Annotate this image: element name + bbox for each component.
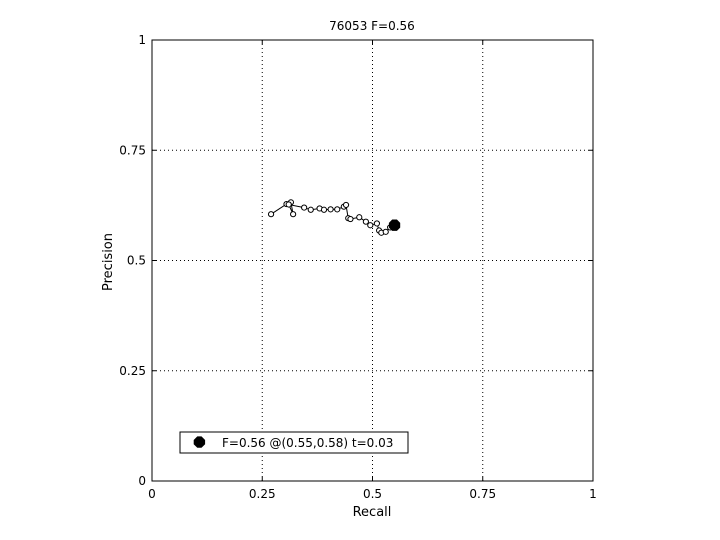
grid xyxy=(152,40,593,481)
legend-box xyxy=(179,431,409,454)
data-point xyxy=(290,211,297,218)
data-point xyxy=(307,206,314,213)
y-tick-label: 1 xyxy=(138,33,146,47)
x-tick-label: 0.75 xyxy=(469,487,496,501)
x-axis-label: Recall xyxy=(353,505,392,520)
y-axis-label: Precision xyxy=(101,233,116,291)
x-tick-label: 1 xyxy=(589,487,597,501)
legend: F=0.56 @(0.55,0.58) t=0.03 xyxy=(179,431,409,454)
best-f-point xyxy=(388,219,401,231)
x-tick-label: 0 xyxy=(148,487,156,501)
y-tick-label: 0.25 xyxy=(119,364,146,378)
data-point xyxy=(320,206,328,213)
data-point xyxy=(342,201,350,209)
data-point xyxy=(356,214,363,221)
legend-marker-icon xyxy=(193,436,206,448)
data-point xyxy=(373,220,381,227)
x-tick-label: 0.5 xyxy=(363,487,382,501)
legend-label: F=0.56 @(0.55,0.58) t=0.03 xyxy=(222,436,393,450)
data-point xyxy=(285,201,292,208)
y-tick-label: 0.5 xyxy=(127,254,146,268)
data-point xyxy=(334,206,341,213)
y-tick-label: 0.75 xyxy=(119,143,146,157)
axis-ticks: 0 0.25 0.5 0.75 1 0 0.25 0.5 0.75 1 xyxy=(119,33,597,501)
data-point xyxy=(347,215,354,223)
x-tick-label: 0.25 xyxy=(249,487,276,501)
y-tick-label: 0 xyxy=(138,474,146,488)
series-plot xyxy=(267,199,401,236)
data-point xyxy=(267,211,275,218)
data-point xyxy=(327,206,334,213)
chart-title: 76053 F=0.56 xyxy=(329,19,415,33)
data-point xyxy=(301,204,308,211)
data-point xyxy=(362,218,369,225)
data-point xyxy=(367,222,374,229)
data-point xyxy=(382,228,389,235)
